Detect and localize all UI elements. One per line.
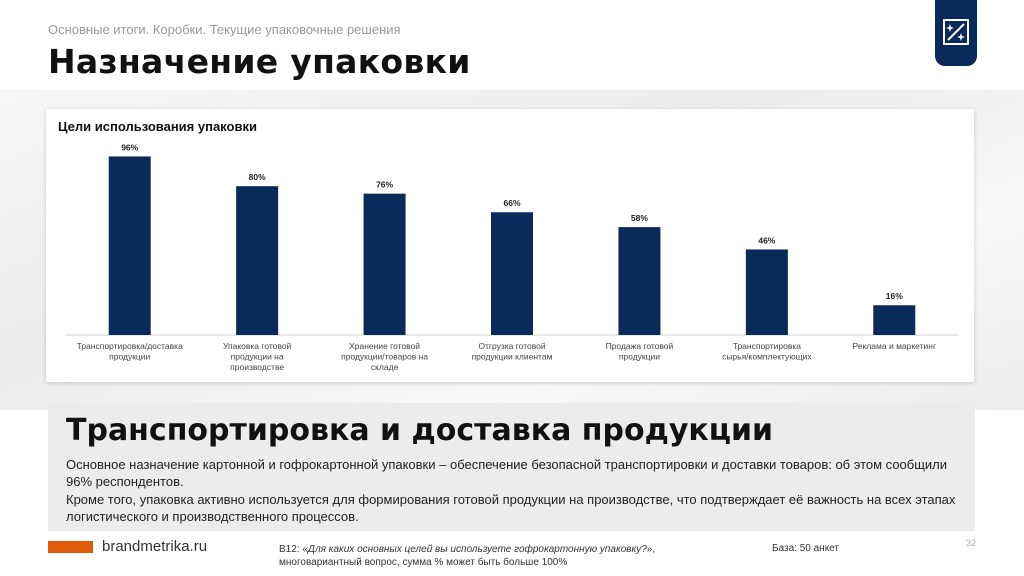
data-label: 76%: [376, 180, 393, 190]
data-label: 58%: [631, 213, 648, 223]
chart-card: Цели использования упаковки 96% Транспорт…: [46, 109, 974, 382]
category-label: Отгрузка готовой: [478, 341, 546, 351]
page-number: 32: [966, 538, 977, 548]
category-label: Упаковка готовой: [223, 341, 292, 351]
data-label: 80%: [249, 172, 266, 182]
bar: [491, 212, 533, 335]
data-label: 96%: [121, 142, 138, 152]
question-note: многовариантный вопрос, сумма % может бы…: [279, 557, 568, 568]
data-label: 66%: [503, 198, 520, 208]
category-label: Хранение готовой: [349, 341, 420, 351]
data-label: 46%: [758, 235, 775, 245]
data-label: 16%: [886, 291, 903, 301]
category-label: складе: [371, 362, 399, 372]
breadcrumb-subtitle: Основные итоги. Коробки. Текущие упаково…: [48, 22, 401, 37]
summary-box: Транспортировка и доставка продукции Осн…: [48, 403, 975, 531]
category-label: Транспортировка: [733, 341, 802, 351]
sparkle-frame-icon: [943, 19, 969, 45]
question-text: Для каких основных целей вы используете …: [307, 544, 647, 555]
sample-base: База: 50 анкет: [772, 543, 839, 554]
footer-site-link[interactable]: brandmetrika.ru: [102, 538, 208, 555]
page-title: Назначение упаковки: [48, 42, 471, 81]
summary-paragraph-2: Кроме того, упаковка активно используетс…: [66, 492, 956, 524]
bar-chart: 96%Транспортировка/доставкапродукции80%У…: [66, 142, 958, 372]
bar: [363, 193, 406, 335]
category-label: продукции: [109, 352, 150, 362]
category-label: продукции/товаров на: [341, 352, 428, 362]
footer-question: B12: «Для каких основных целей вы исполь…: [279, 543, 749, 569]
category-label: продукции: [619, 352, 660, 362]
summary-heading: Транспортировка и доставка продукции: [66, 413, 774, 448]
category-label: производстве: [230, 362, 284, 372]
footer-accent-bar: [48, 541, 93, 553]
summary-paragraph-1: Основное назначение картонной и гофрокар…: [66, 457, 948, 489]
category-label: Реклама и маркетинг: [853, 341, 937, 351]
logo-badge: [935, 0, 977, 66]
category-label: продукции клиентам: [472, 352, 553, 362]
category-label: сырья/комплектующих: [722, 352, 812, 362]
category-label: продукции на: [231, 352, 284, 362]
bar: [108, 156, 151, 335]
bar: [236, 186, 279, 335]
category-label: Транспортировка/доставка: [77, 341, 183, 351]
chart-title: Цели использования упаковки: [58, 119, 257, 134]
bar: [873, 305, 916, 335]
bar: [745, 249, 788, 335]
question-code: B12: «: [279, 544, 308, 555]
category-label: Продажа готовой: [606, 341, 674, 351]
question-end: »,: [646, 544, 656, 555]
bar: [618, 227, 661, 335]
